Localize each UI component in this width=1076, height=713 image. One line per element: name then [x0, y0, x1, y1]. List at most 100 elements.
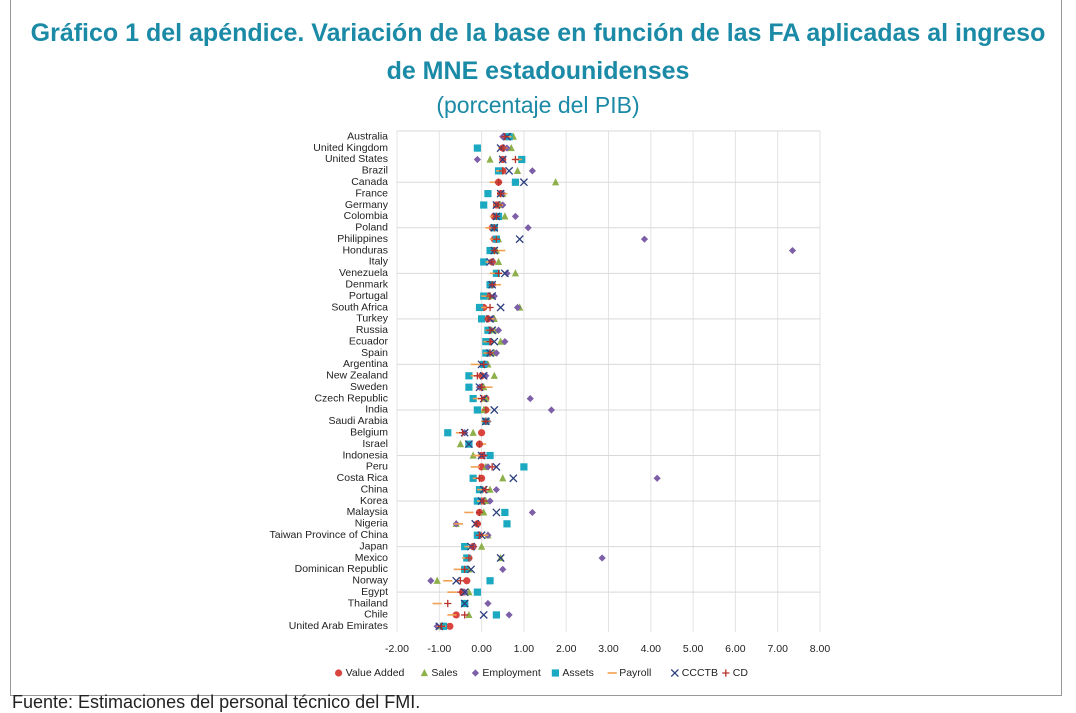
data-point [444, 429, 452, 437]
data-point [490, 371, 498, 379]
data-point [460, 599, 469, 608]
data-point [480, 497, 488, 505]
y-tick-label: Belgium [350, 427, 388, 439]
x-tick-label: 5.00 [683, 643, 704, 655]
data-point [503, 520, 511, 528]
y-tick-label: Italy [369, 256, 389, 268]
data-point [486, 451, 494, 460]
data-point [653, 474, 661, 482]
data-point [458, 429, 467, 437]
data-point [427, 577, 435, 585]
legend-label: CD [733, 667, 749, 679]
data-point [490, 405, 499, 415]
chart-title: Gráfico 1 del apéndice. Variación de la … [30, 19, 1046, 85]
data-point [492, 212, 501, 220]
data-point [473, 155, 481, 164]
data-point [484, 599, 492, 608]
data-point [486, 485, 494, 493]
data-point [465, 554, 473, 562]
data-point [484, 463, 492, 471]
source-note: Fuente: Estimaciones del personal técnic… [12, 692, 421, 712]
x-tick-label: 6.00 [725, 643, 746, 655]
data-point [463, 577, 471, 585]
data-point [456, 588, 465, 596]
legend-label: Value Added [346, 667, 405, 679]
data-point [478, 315, 486, 323]
data-point [494, 269, 503, 277]
data-point [492, 508, 501, 517]
data-point [480, 258, 488, 266]
data-point [492, 611, 501, 619]
frame [10, 0, 1062, 696]
data-point [465, 610, 473, 619]
y-tick-label: Israel [362, 438, 388, 450]
data-point [469, 543, 477, 551]
y-tick-label: China [361, 483, 389, 495]
data-point [482, 406, 490, 414]
data-point [473, 144, 481, 152]
data-point [461, 565, 469, 573]
y-tick-label: Germany [345, 199, 389, 211]
x-tick-label: -1.00 [427, 643, 451, 655]
data-point [475, 508, 484, 517]
data-point [497, 337, 505, 345]
data-point [465, 383, 473, 391]
data-point [499, 167, 507, 175]
data-point [475, 474, 484, 482]
legend-label: Payroll [619, 667, 651, 679]
data-point [480, 451, 488, 460]
y-tick-label: France [355, 187, 388, 199]
legend-label: Sales [431, 667, 457, 679]
data-point [505, 611, 513, 619]
chart-subtitle: (porcentaje del PIB) [436, 92, 640, 118]
data-point [486, 338, 494, 346]
data-point [501, 508, 509, 517]
data-point [492, 462, 501, 471]
data-point [520, 463, 528, 471]
data-point [473, 520, 481, 528]
y-tick-label: Egypt [361, 586, 388, 598]
data-point [494, 326, 503, 334]
data-point [499, 144, 507, 152]
y-tick-label: Philippines [337, 233, 388, 245]
data-point [433, 576, 441, 584]
data-point [499, 565, 507, 573]
data-point [494, 201, 503, 209]
data-point [482, 417, 490, 425]
data-point [452, 576, 461, 585]
data-point [490, 224, 498, 232]
x-tick-label: 3.00 [598, 643, 619, 655]
data-point [460, 588, 469, 597]
data-point [486, 292, 494, 300]
data-point [505, 166, 514, 175]
legend-marker [551, 669, 559, 677]
y-tick-label: Sweden [350, 381, 388, 393]
data-point [494, 257, 503, 266]
legend-marker [420, 668, 428, 677]
data-point [501, 133, 509, 141]
data-point [466, 565, 476, 574]
data-point [482, 486, 490, 494]
data-point [475, 303, 484, 312]
data-point [507, 143, 515, 152]
legend-label: CCCTB [682, 667, 718, 679]
data-point [478, 394, 486, 403]
data-point [486, 155, 494, 163]
data-point [473, 588, 481, 596]
y-tick-label: Brazil [362, 165, 388, 177]
data-point [528, 167, 536, 175]
data-point [486, 246, 494, 255]
y-tick-label: Dominican Republic [295, 563, 388, 575]
data-point [486, 326, 494, 334]
data-point [486, 577, 494, 585]
y-tick-label: Canada [351, 176, 388, 188]
data-point [515, 235, 524, 244]
y-tick-label: United States [325, 153, 388, 165]
data-point [497, 190, 505, 198]
data-point [492, 349, 501, 357]
data-point [486, 497, 494, 505]
data-point [473, 372, 481, 380]
data-point [490, 246, 498, 255]
x-tick-label: -2.00 [385, 643, 409, 655]
